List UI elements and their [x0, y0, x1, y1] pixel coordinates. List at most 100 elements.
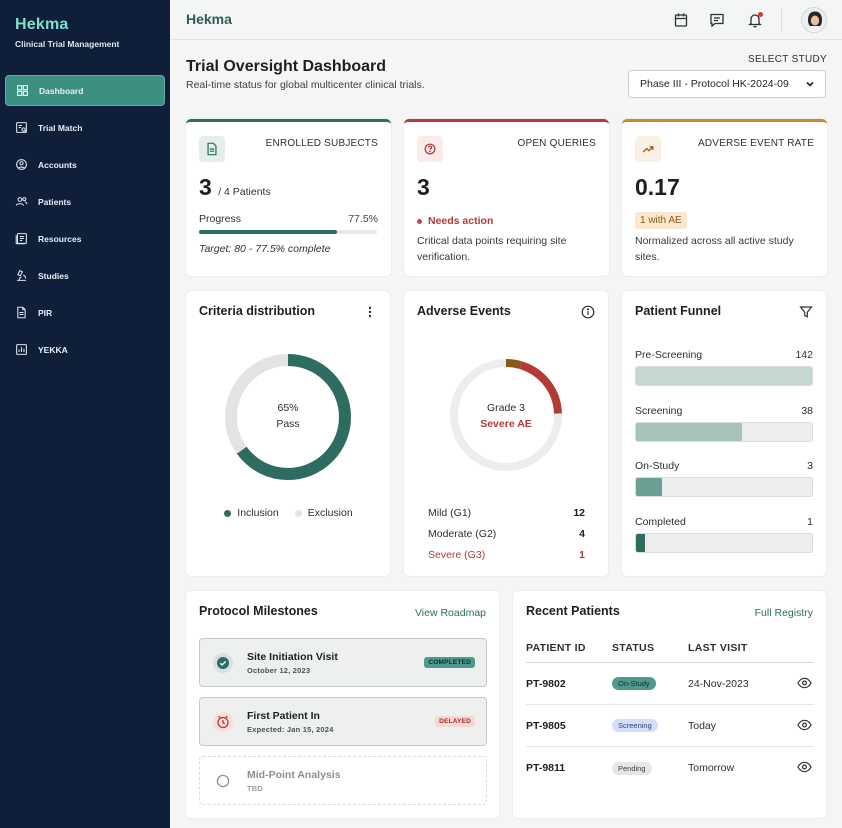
eye-icon[interactable]	[797, 761, 812, 773]
funnel-value: 3	[807, 460, 813, 472]
funnel-value: 38	[801, 404, 813, 417]
select-study-label: SELECT STUDY	[748, 54, 827, 65]
milestone-title: Site Initiation Visit	[247, 651, 338, 663]
avatar[interactable]	[801, 7, 827, 33]
funnel-label: Screening	[635, 404, 683, 417]
criteria-legend: Inclusion Exclusion	[186, 507, 391, 519]
search-list-icon	[16, 122, 27, 133]
users-icon	[15, 197, 28, 206]
legend-dot	[294, 509, 302, 517]
grid-icon	[17, 85, 28, 96]
funnel-title: Patient Funnel	[635, 304, 722, 318]
funnel-label: Completed	[635, 515, 686, 528]
funnel-list: Pre-Screening 142 Screening 38 On-Study 3 C…	[635, 349, 813, 571]
message-icon[interactable]	[709, 12, 725, 28]
sidebar-item-label: Resources	[38, 233, 82, 244]
sidebar: Hekma Clinical Trial Management Dashboar…	[0, 0, 170, 828]
eye-icon[interactable]	[797, 719, 812, 731]
sidebar-item-dashboard[interactable]: Dashboard	[5, 75, 165, 106]
sidebar-item-yekka[interactable]: YEKKA	[5, 334, 165, 365]
funnel-item-pre-screening: Pre-Screening 142	[635, 349, 813, 405]
adverse-rate-description: Normalized across all active study sites…	[635, 235, 794, 263]
page-title: Trial Oversight Dashboard	[186, 58, 387, 75]
patient-funnel-card: Patient Funnel Pre-Screening 142 Screenin…	[622, 291, 826, 576]
patient-id: PT-9811	[526, 762, 566, 774]
protocol-milestones-card: Protocol Milestones View Roadmap Site In…	[186, 591, 499, 818]
document-icon	[199, 136, 225, 162]
bell-icon[interactable]	[747, 12, 763, 28]
status-badge-completed: COMPLETED	[424, 657, 475, 668]
study-select[interactable]: Phase III - Protocol HK-2024-09	[628, 70, 826, 98]
table-row[interactable]: PT-9802 On-Study 24-Nov-2023	[526, 663, 814, 705]
adverse-events-card: Adverse Events Grade 3 Severe AE Mild (G…	[404, 291, 608, 576]
sidebar-item-studies[interactable]: Studies	[5, 260, 165, 291]
funnel-fill	[636, 367, 812, 385]
sidebar-nav: Dashboard Trial Match Accounts Patients …	[5, 75, 165, 371]
enrolled-total: / 4 Patients	[218, 186, 271, 198]
topbar-divider	[781, 8, 782, 32]
legend-item-inclusion: Inclusion	[224, 507, 279, 519]
notification-dot	[758, 12, 763, 17]
funnel-fill	[636, 533, 645, 552]
adverse-center-severity: Severe AE	[480, 418, 532, 430]
sidebar-item-patients[interactable]: Patients	[5, 186, 165, 217]
progress-note: Target: 80 - 77.5% complete	[199, 243, 331, 255]
milestone-first-patient[interactable]: First Patient In Expected: Jan 15, 2024 …	[199, 697, 487, 746]
status-badge-delayed: DELAYED	[435, 716, 475, 727]
queries-description: Critical data points requiring site veri…	[417, 235, 567, 263]
funnel-value: 142	[795, 349, 813, 361]
info-icon[interactable]	[581, 305, 595, 319]
table-header: PATIENT ID STATUS LAST VISIT	[526, 633, 814, 663]
ae-label: Mild (G1)	[428, 507, 472, 519]
funnel-fill	[636, 422, 742, 441]
adverse-center-grade: Grade 3	[487, 402, 525, 414]
page-subtitle: Real-time status for global multicenter …	[186, 79, 425, 91]
sidebar-item-pir[interactable]: PIR	[5, 297, 165, 328]
adverse-rate-label: ADVERSE EVENT RATE	[697, 138, 814, 149]
last-visit: Today	[688, 719, 717, 732]
chart-icon	[16, 344, 27, 355]
alert-circle-icon	[417, 136, 443, 162]
funnel-item-completed: Completed 1	[635, 516, 813, 572]
enrolled-label: ENROLLED SUBJECTS	[265, 138, 378, 149]
legend-dot	[224, 509, 232, 517]
sidebar-item-trial-match[interactable]: Trial Match	[5, 112, 165, 143]
eye-icon[interactable]	[797, 677, 812, 689]
funnel-item-screening: Screening 38	[635, 405, 813, 461]
full-registry-link[interactable]: Full Registry	[754, 607, 813, 619]
more-vertical-icon[interactable]	[363, 305, 377, 319]
sidebar-item-accounts[interactable]: Accounts	[5, 149, 165, 180]
milestone-site-initiation[interactable]: Site Initiation Visit October 12, 2023 C…	[199, 638, 487, 687]
ae-label: Moderate (G2)	[428, 528, 497, 540]
milestone-date: TBD	[247, 784, 264, 793]
funnel-value: 1	[807, 515, 813, 528]
filter-icon[interactable]	[799, 305, 813, 319]
sidebar-item-label: Patients	[38, 196, 72, 207]
status-badge: On-Study	[612, 677, 656, 690]
user-circle-icon	[16, 159, 27, 170]
milestone-title: First Patient In	[247, 710, 320, 722]
ae-row-moderate: Moderate (G2) 4	[428, 528, 585, 549]
criteria-center-percent: 65%	[277, 402, 299, 414]
table-row[interactable]: PT-9811 Pending Tomorrow	[526, 747, 814, 789]
sidebar-item-label: YEKKA	[38, 344, 68, 355]
needs-action-text: Needs action	[428, 215, 494, 227]
topbar-title: Hekma	[186, 11, 232, 27]
funnel-bar	[635, 366, 813, 386]
adverse-rate-value: 0.17	[635, 174, 680, 200]
progress-label: Progress	[199, 213, 242, 225]
ae-label: Severe (G3)	[428, 549, 486, 561]
inclusion-arc	[225, 354, 351, 480]
document-icon	[17, 306, 26, 319]
progress-fill	[199, 230, 337, 234]
sidebar-item-resources[interactable]: Resources	[5, 223, 165, 254]
enrolled-count: 3	[199, 174, 212, 200]
queries-value: 3	[417, 174, 430, 200]
view-roadmap-link[interactable]: View Roadmap	[414, 607, 486, 619]
milestone-mid-point[interactable]: Mid-Point Analysis TBD	[199, 756, 487, 805]
criteria-distribution-card: Criteria distribution 65% Pass Inclusion…	[186, 291, 390, 576]
calendar-icon[interactable]	[673, 12, 689, 28]
column-header: LAST VISIT	[688, 641, 748, 654]
table-row[interactable]: PT-9805 Screening Today	[526, 705, 814, 747]
patient-id: PT-9802	[526, 677, 566, 690]
